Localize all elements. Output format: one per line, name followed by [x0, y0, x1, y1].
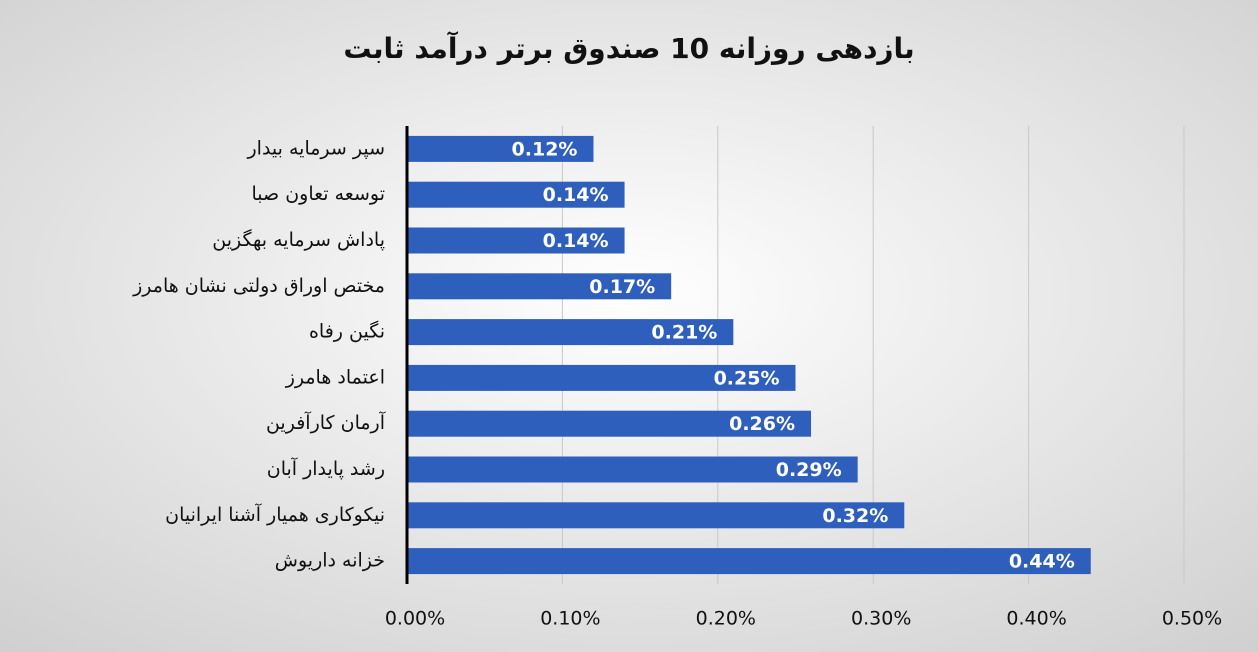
- y-tick-label: پاداش سرمایه بهگزین: [212, 228, 385, 251]
- bar: [407, 227, 625, 254]
- y-tick-label: نیکوکاری همیار آشنا ایرانیان: [165, 502, 385, 526]
- y-tick-label: رشد پایدار آبان: [267, 456, 385, 480]
- bar: [407, 410, 812, 437]
- value-label: 0.12%: [512, 138, 578, 160]
- bar: [407, 456, 858, 483]
- x-tick-label: 0.30%: [851, 608, 911, 630]
- value-label: 0.14%: [543, 184, 609, 206]
- y-tick-label: توسعه تعاون صبا: [252, 183, 385, 205]
- value-label: 0.29%: [776, 459, 842, 481]
- y-tick-label: آرمان کارآفرین: [266, 410, 386, 434]
- bar: [407, 502, 905, 529]
- x-tick-label: 0.20%: [696, 608, 756, 630]
- chart-title: بازدهی روزانه 10 صندوق برتر درآمد ثابت: [343, 31, 914, 65]
- value-label: 0.21%: [651, 322, 717, 344]
- bar: [407, 135, 594, 162]
- y-tick-label: سپر سرمایه بیدار: [246, 137, 385, 159]
- value-label: 0.44%: [1009, 551, 1075, 573]
- y-tick-label: نگین رفاه: [309, 320, 385, 343]
- x-tick-label: 0.50%: [1162, 608, 1222, 630]
- x-tick-label: 0.10%: [540, 608, 600, 630]
- x-tick-label: 0.00%: [385, 608, 445, 630]
- bar: [407, 364, 796, 391]
- bar: [407, 273, 672, 300]
- y-tick-label: اعتماد هامرز: [285, 366, 385, 388]
- x-tick-label: 0.40%: [1006, 608, 1066, 630]
- value-label: 0.14%: [543, 230, 609, 252]
- y-tick-label: مختص اوراق دولتی نشان هامرز: [132, 275, 385, 297]
- bar: [407, 548, 1091, 575]
- bar: [407, 319, 734, 346]
- value-label: 0.32%: [822, 505, 888, 527]
- bar: [407, 181, 625, 208]
- y-tick-label: خزانه داریوش: [275, 550, 385, 572]
- value-label: 0.17%: [589, 276, 655, 298]
- value-label: 0.26%: [729, 413, 795, 435]
- value-label: 0.25%: [714, 367, 780, 389]
